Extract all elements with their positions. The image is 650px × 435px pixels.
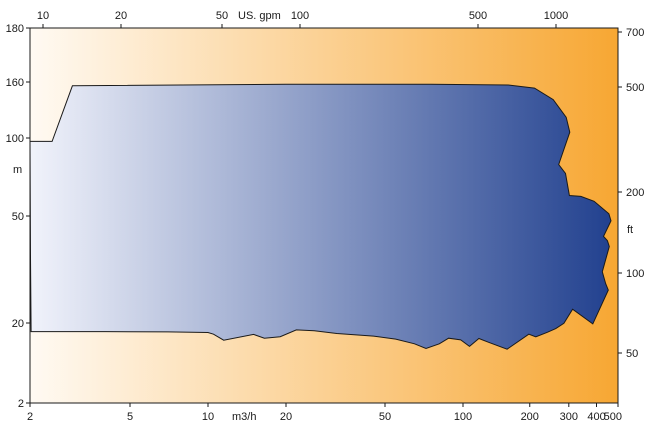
bottom-axis-label: m3/h xyxy=(232,411,256,423)
right-axis-tick-label: 200 xyxy=(626,187,644,199)
top-axis-tick-label: 100 xyxy=(291,10,309,22)
left-axis-tick-label: 2 xyxy=(18,398,24,410)
right-axis-tick-label: 100 xyxy=(626,268,644,280)
bottom-axis-tick-label: 5 xyxy=(127,411,133,423)
bottom-axis-tick-label: 300 xyxy=(560,411,578,423)
top-axis-tick-label: 500 xyxy=(469,10,487,22)
bottom-axis-tick-label: 20 xyxy=(280,411,292,423)
right-axis-tick-label: 700 xyxy=(626,27,644,39)
left-axis-tick-label: 180 xyxy=(6,23,24,35)
right-axis-label: ft xyxy=(627,224,633,236)
left-axis-tick-label: 50 xyxy=(12,211,24,223)
bottom-axis-tick-label: 200 xyxy=(521,411,539,423)
top-axis-tick-label: 1000 xyxy=(544,10,568,22)
right-axis: 50 100 200 500 700 xyxy=(618,27,644,360)
bottom-axis-tick-label: 100 xyxy=(454,411,472,423)
top-axis: 10 20 50 100 500 1000 xyxy=(37,10,568,28)
left-axis: 2 20 50 100 160 180 xyxy=(6,23,30,410)
bottom-axis-tick-label: 400 xyxy=(587,411,605,423)
left-axis-label: m xyxy=(13,164,22,176)
bottom-axis-tick-label: 2 xyxy=(27,411,33,423)
bottom-axis-tick-label: 10 xyxy=(202,411,214,423)
performance-envelope xyxy=(29,83,612,350)
right-axis-tick-label: 500 xyxy=(626,82,644,94)
bottom-axis-tick-label: 500 xyxy=(604,411,622,423)
top-axis-tick-label: 10 xyxy=(37,10,49,22)
right-axis-tick-label: 50 xyxy=(626,348,638,360)
bottom-axis-tick-label: 50 xyxy=(379,411,391,423)
left-axis-tick-label: 160 xyxy=(6,77,24,89)
left-axis-tick-label: 100 xyxy=(6,133,24,145)
left-axis-tick-label: 20 xyxy=(12,318,24,330)
top-axis-tick-label: 50 xyxy=(216,10,228,22)
top-axis-label: US. gpm xyxy=(238,10,281,22)
top-axis-tick-label: 20 xyxy=(115,10,127,22)
